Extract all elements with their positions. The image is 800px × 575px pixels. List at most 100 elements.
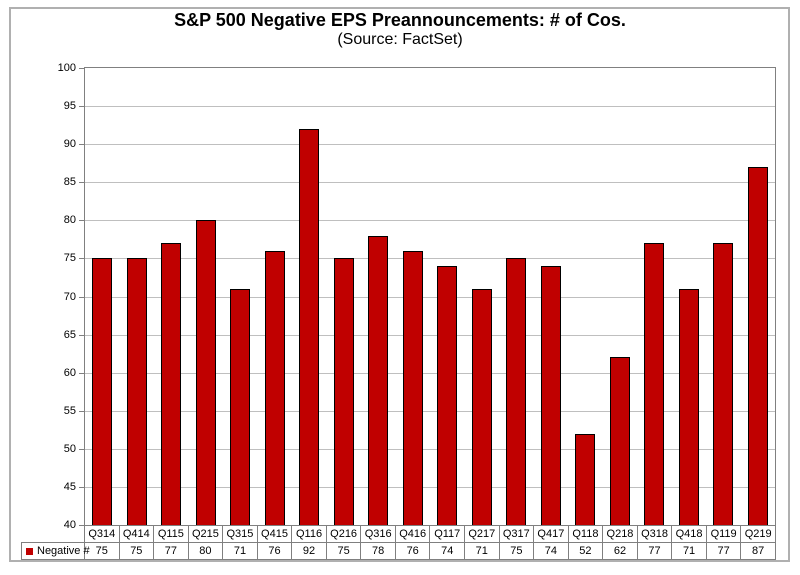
value-cell: 75 <box>499 542 535 560</box>
y-axis-tick <box>79 335 84 336</box>
bar-Q116 <box>299 129 319 525</box>
bar-Q418 <box>679 289 699 525</box>
category-cell: Q219 <box>741 525 776 543</box>
bar-Q218 <box>610 357 630 525</box>
y-axis-label: 40 <box>63 519 76 531</box>
value-cell: 77 <box>637 542 673 560</box>
value-cell: 71 <box>465 542 500 560</box>
y-axis-label: 95 <box>63 100 76 112</box>
legend-marker-icon <box>26 547 33 555</box>
category-cell: Q119 <box>706 525 742 543</box>
y-axis-tick <box>79 106 84 107</box>
plot-area <box>84 67 776 526</box>
gridline <box>85 373 775 374</box>
category-cell: Q116 <box>292 525 327 543</box>
value-cell: 87 <box>741 542 776 560</box>
y-axis-label: 55 <box>63 405 76 417</box>
bar-Q415 <box>265 251 285 525</box>
category-cell: Q115 <box>154 525 189 543</box>
legend-cell: Negative # <box>21 542 90 560</box>
y-axis-tick <box>79 68 84 69</box>
gridline <box>85 487 775 488</box>
value-cell: 75 <box>119 542 155 560</box>
y-axis-tick <box>79 144 84 145</box>
bar-Q417 <box>541 266 561 525</box>
gridline <box>85 449 775 450</box>
category-cell: Q415 <box>257 525 293 543</box>
value-cell: 74 <box>534 542 569 560</box>
y-axis-label: 70 <box>63 291 76 303</box>
gridline <box>85 220 775 221</box>
gridline <box>85 144 775 145</box>
y-axis-label: 50 <box>63 443 76 455</box>
category-row: Q314 Q414 Q115 Q215 Q315 Q415 Q116 Q216 Q316 Q416… <box>84 525 776 543</box>
category-cell: Q314 <box>84 525 120 543</box>
y-axis-label: 100 <box>57 62 76 74</box>
category-cell: Q215 <box>188 525 224 543</box>
gridline <box>85 258 775 259</box>
value-cell: 62 <box>603 542 638 560</box>
category-cell: Q118 <box>568 525 604 543</box>
value-cell: 75 <box>326 542 362 560</box>
value-row: 75 75 77 80 71 76 92 75 78 76 74 71 75 74 52 62 77 71 77 87 <box>84 542 776 560</box>
y-axis-tick <box>79 449 84 450</box>
value-cell: 71 <box>223 542 258 560</box>
y-axis-label: 85 <box>63 176 76 188</box>
category-cell: Q315 <box>223 525 258 543</box>
value-cell: 75 <box>84 542 120 560</box>
value-cell: 78 <box>361 542 396 560</box>
y-axis-label: 65 <box>63 329 76 341</box>
bar-Q115 <box>161 243 181 525</box>
y-axis-tick <box>79 411 84 412</box>
category-cell: Q316 <box>361 525 396 543</box>
bar-Q117 <box>437 266 457 525</box>
gridline <box>85 297 775 298</box>
bar-Q316 <box>368 236 388 525</box>
category-cell: Q317 <box>499 525 535 543</box>
y-axis-tick <box>79 297 84 298</box>
gridline <box>85 411 775 412</box>
gridline <box>85 335 775 336</box>
category-cell: Q117 <box>430 525 466 543</box>
y-axis-label: 90 <box>63 138 76 150</box>
category-cell: Q418 <box>672 525 707 543</box>
bar-Q416 <box>403 251 423 525</box>
y-axis-label: 75 <box>63 252 76 264</box>
y-axis-label: 60 <box>63 367 76 379</box>
y-axis-label: 80 <box>63 214 76 226</box>
y-axis-tick <box>79 373 84 374</box>
bar-Q414 <box>127 258 147 525</box>
category-cell: Q217 <box>465 525 500 543</box>
value-cell: 71 <box>672 542 707 560</box>
value-cell: 76 <box>257 542 293 560</box>
category-cell: Q414 <box>119 525 155 543</box>
bar-Q118 <box>575 434 595 525</box>
value-cell: 77 <box>706 542 742 560</box>
gridline <box>85 182 775 183</box>
bar-Q219 <box>748 167 768 525</box>
category-cell: Q216 <box>326 525 362 543</box>
value-cell: 92 <box>292 542 327 560</box>
value-cell: 77 <box>154 542 189 560</box>
chart-subtitle: (Source: FactSet) <box>337 31 463 48</box>
value-cell: 52 <box>568 542 604 560</box>
chart-title: S&P 500 Negative EPS Preannouncements: #… <box>174 10 626 30</box>
y-axis-tick <box>79 525 84 526</box>
bar-Q216 <box>334 258 354 525</box>
y-axis-tick <box>79 487 84 488</box>
gridline <box>85 106 775 107</box>
value-cell: 80 <box>188 542 224 560</box>
y-axis-label: 45 <box>63 481 76 493</box>
bar-Q315 <box>230 289 250 525</box>
bar-Q318 <box>644 243 664 525</box>
value-cell: 76 <box>395 542 431 560</box>
category-cell: Q417 <box>534 525 569 543</box>
legend-label: Negative # <box>37 545 90 557</box>
category-cell: Q416 <box>395 525 431 543</box>
value-cell: 74 <box>430 542 466 560</box>
y-axis-tick <box>79 182 84 183</box>
y-axis-tick <box>79 220 84 221</box>
bar-Q314 <box>92 258 112 525</box>
category-cell: Q318 <box>637 525 673 543</box>
